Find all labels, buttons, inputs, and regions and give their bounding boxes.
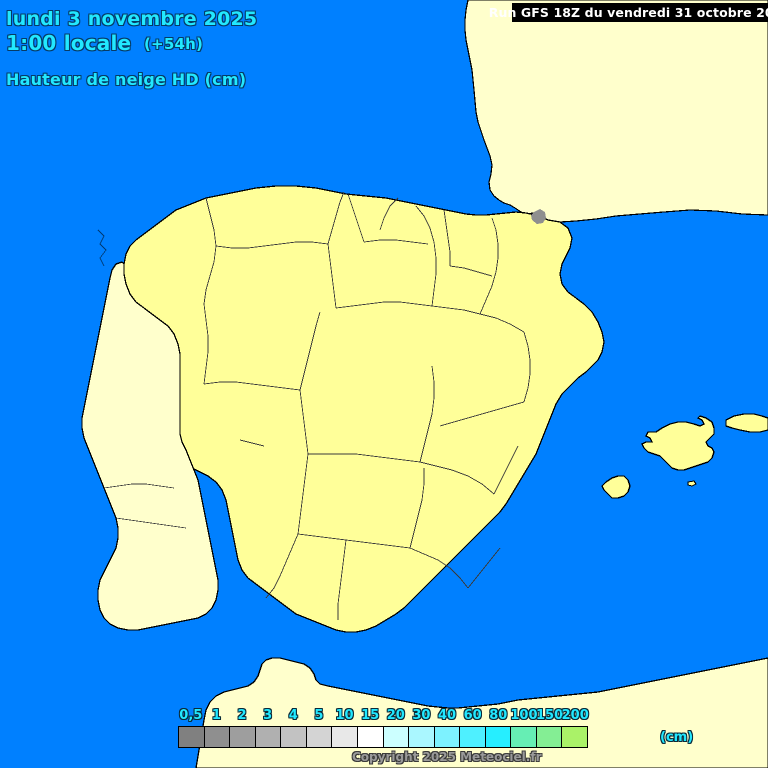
colorbar-swatch-6 — [332, 727, 358, 747]
model-run-label: Run GFS 18Z du vendredi 31 octobre 2025 — [488, 5, 768, 20]
colorbar-legend: 0,5 1 2 3 4 5 10 15 20 30 40 60 80 100 150 200 — [178, 708, 589, 748]
colorbar-swatch-4 — [281, 727, 307, 747]
portugal-borders — [103, 483, 187, 529]
colorbar-tick-4: 4 — [288, 708, 298, 723]
colorbar-tick-100: 100 — [510, 708, 538, 723]
colorbar-swatch-0 — [179, 727, 205, 747]
colorbar-tick-40: 40 — [438, 708, 457, 723]
colorbar-tick-200: 200 — [561, 708, 589, 723]
colorbar-tick-0-5: 0,5 — [179, 708, 203, 723]
forecast-date-label: lundi 3 novembre 2025 — [6, 8, 258, 30]
country-france — [464, 0, 768, 223]
island-menorca — [725, 413, 768, 433]
colorbar-swatch-13 — [511, 727, 537, 747]
parameter-title: Hauteur de neige HD (cm) — [6, 70, 247, 89]
colorbar-swatch-15 — [562, 727, 587, 747]
colorbar-tick-20: 20 — [386, 708, 405, 723]
coastline-detail — [97, 229, 107, 267]
island-ibiza — [601, 475, 631, 499]
colorbar-swatch-3 — [255, 727, 282, 747]
colorbar-swatch-2 — [230, 727, 256, 747]
colorbar-tick-10: 10 — [335, 708, 354, 723]
colorbar-swatch-1 — [204, 727, 231, 747]
colorbar-tick-1: 1 — [211, 708, 221, 723]
colorbar-tick-labels: 0,5 1 2 3 4 5 10 15 20 30 40 60 80 100 150 200 — [178, 708, 588, 726]
snow-patch-pyrenees — [531, 209, 546, 224]
colorbar-swatch-11 — [460, 727, 486, 747]
copyright-label: Copyright 2025 Meteociel.fr — [352, 750, 542, 764]
country-spain — [123, 185, 605, 633]
colorbar-swatch-8 — [383, 727, 410, 747]
colorbar-tick-3: 3 — [263, 708, 273, 723]
colorbar-tick-150: 150 — [535, 708, 564, 723]
colorbar-tick-15: 15 — [361, 708, 380, 723]
colorbar-swatch-12 — [485, 727, 512, 747]
colorbar-swatch-10 — [434, 727, 461, 747]
colorbar-tick-30: 30 — [412, 708, 431, 723]
colorbar-tick-60: 60 — [463, 708, 482, 723]
colorbar-tick-2: 2 — [237, 708, 247, 723]
colorbar-tick-80: 80 — [489, 708, 508, 723]
colorbar-tick-5: 5 — [314, 708, 324, 723]
colorbar-swatches — [178, 726, 588, 748]
colorbar-swatch-9 — [409, 727, 435, 747]
forecast-offset-label: (+54h) — [144, 35, 204, 53]
colorbar-unit-label: (cm) — [660, 730, 694, 745]
forecast-time-label: 1:00 locale — [6, 31, 132, 55]
colorbar-swatch-14 — [536, 727, 563, 747]
colorbar-swatch-5 — [306, 727, 333, 747]
province-borders — [203, 191, 531, 620]
model-run-bar: Run GFS 18Z du vendredi 31 octobre 2025 — [489, 3, 768, 22]
island-formentera — [687, 480, 697, 487]
colorbar-swatch-7 — [357, 727, 384, 747]
island-mallorca — [641, 415, 715, 471]
